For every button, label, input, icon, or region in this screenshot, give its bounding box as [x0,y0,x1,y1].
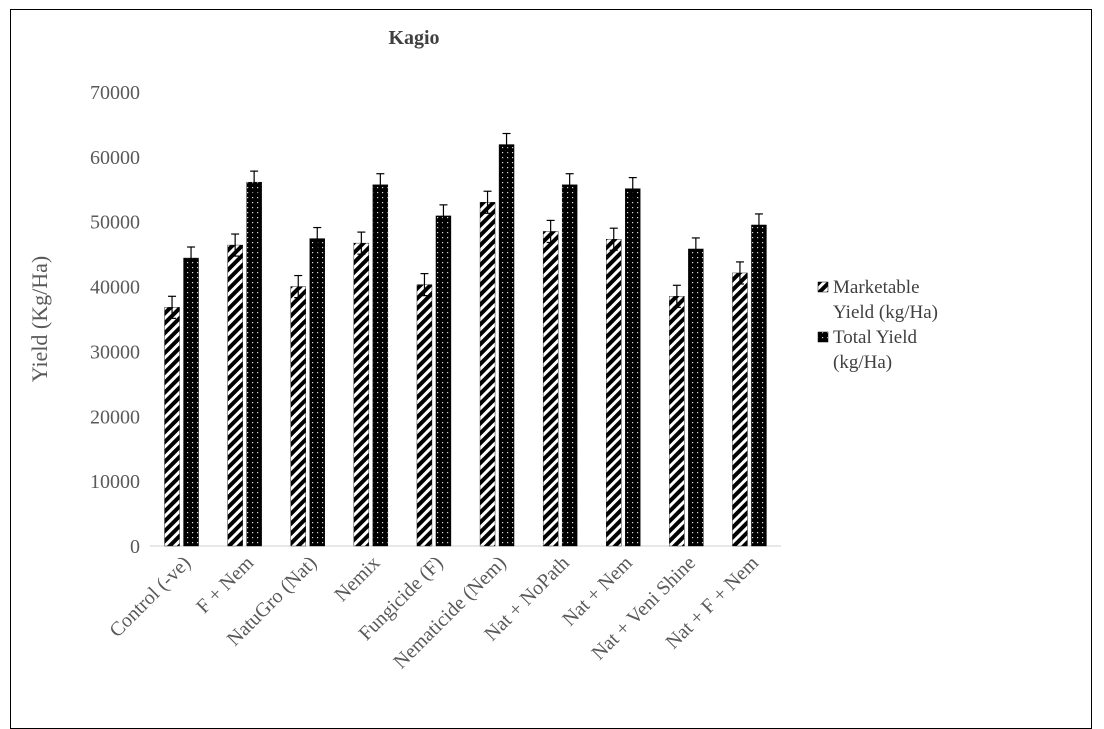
legend: Marketable Yield (kg/Ha) Total Yield (kg… [817,277,938,373]
y-tick-label: 20000 [90,406,140,428]
error-bar [546,219,555,244]
bar-marketable [227,244,243,547]
bar-total [561,184,578,547]
bar-marketable [669,296,685,547]
error-bar [609,227,618,251]
error-bar [565,173,574,197]
bar-total [183,257,199,547]
error-bar [502,132,511,157]
bar-marketable [353,242,370,547]
error-bar [313,226,322,251]
error-bar [357,231,366,255]
chart-title: Kagio [388,27,439,49]
bar-total [246,181,262,547]
x-tick-label: Nemix [330,552,384,606]
y-tick-label: 60000 [90,147,140,169]
error-bar [754,213,763,237]
bar-marketable [542,231,559,547]
legend-swatch-total [817,331,829,343]
y-tick-label: 30000 [90,341,140,363]
legend-label-total-line2: (kg/Ha) [833,352,892,373]
error-bar [294,274,303,299]
bar-total [498,144,515,547]
error-bar [250,170,259,194]
y-tick-label: 40000 [90,277,140,299]
error-bar [735,261,744,285]
y-axis-label: Yield (Kg/Ha) [27,256,52,382]
bar-marketable [606,239,622,547]
error-bar [483,190,492,214]
bars-group [164,132,767,547]
legend-label-marketable-line2: Yield (kg/Ha) [833,302,938,323]
bar-marketable [732,272,748,547]
error-bar [231,233,240,257]
bar-total [309,238,325,547]
y-tick-label: 0 [130,536,140,558]
error-bar [376,173,385,197]
error-bar [628,177,637,201]
y-tick-label: 70000 [90,82,140,104]
error-bar [672,284,681,308]
bar-total [435,215,452,547]
y-axis-ticks: 0 10000 20000 30000 40000 50000 60000 70000 [90,82,140,558]
bar-total [372,184,389,547]
bar-marketable [164,307,180,547]
legend-label-total: Total Yield (kg/Ha) [833,327,922,373]
x-tick-label: Nematicide (Nem) [389,552,510,673]
bar-total [751,224,767,547]
x-tick-label: Control (-ve) [105,552,195,642]
error-bar [420,273,429,297]
bar-marketable [479,202,496,547]
y-tick-label: 50000 [90,212,140,234]
error-bar [691,237,700,261]
bar-marketable [416,284,433,547]
error-bar [168,295,177,319]
bar-total [625,188,641,547]
legend-label-marketable-line1: Marketable [833,277,920,298]
legend-label-total-line1: Total Yield [833,327,917,348]
y-tick-label: 10000 [90,471,140,493]
bar-marketable [290,286,306,547]
legend-label-marketable: Marketable Yield (kg/Ha) [833,277,938,323]
bar-total [688,248,704,547]
error-bar [439,204,448,228]
legend-swatch-marketable [817,281,829,293]
error-bar [187,246,196,270]
